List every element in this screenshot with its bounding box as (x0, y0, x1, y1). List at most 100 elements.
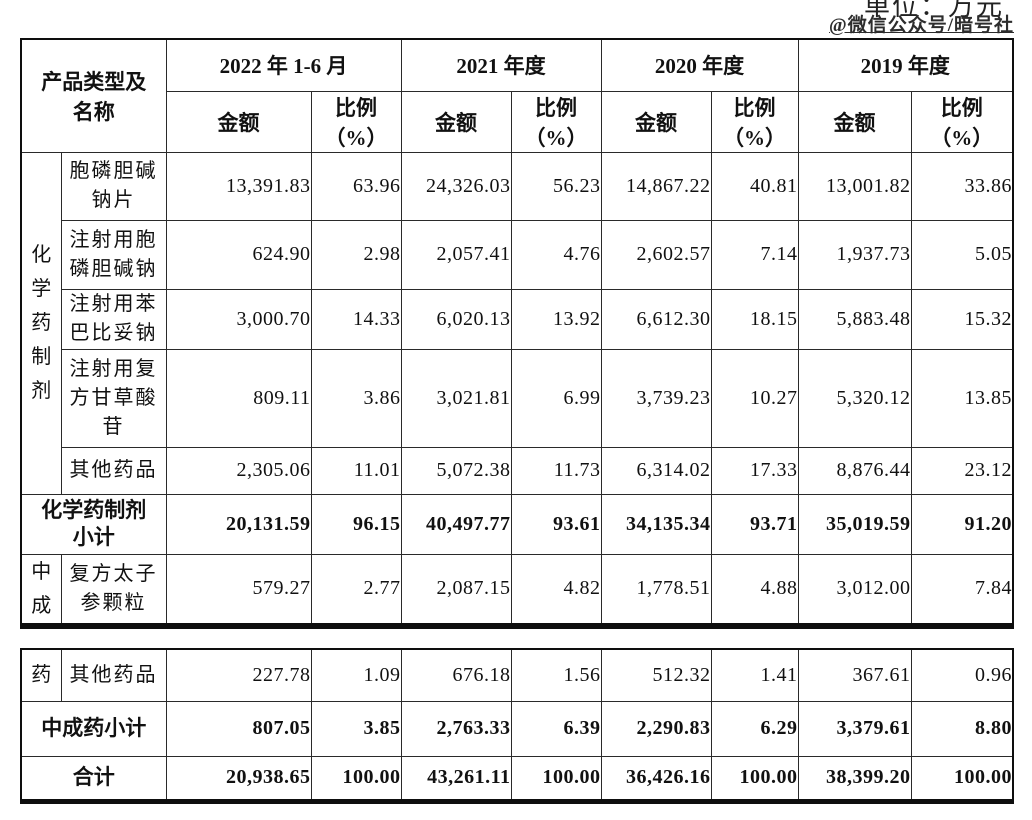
period-header-2022: 2022 年 1-6 月 (165, 38, 402, 92)
ratio-header: 比例 （%） (310, 90, 402, 153)
amount-cell: 807.05 (165, 700, 312, 757)
amount-cell: 6,020.13 (400, 288, 512, 350)
amount-cell: 3,012.00 (797, 553, 912, 626)
amount-cell: 43,261.11 (400, 755, 512, 802)
table-header-periods: 产品类型及 名称 2022 年 1-6 月 2021 年度 2020 年度 20… (20, 38, 1014, 153)
group-label-chemical: 化学药制剂 (20, 151, 62, 495)
ratio-cell: 15.32 (910, 288, 1014, 350)
group-label-text: 化学药制剂 (31, 244, 52, 402)
table-row: 其他药品 2,305.06 11.01 5,072.38 11.73 6,314… (21, 446, 1014, 495)
ratio-cell: 1.41 (710, 648, 799, 702)
ratio-cell: 13.85 (910, 348, 1014, 448)
group-label-tcm-lower: 药 (20, 648, 62, 702)
period-header-2020: 2020 年度 (600, 38, 799, 92)
amount-cell: 2,305.06 (165, 446, 312, 495)
table-row: 注射用胞磷胆碱钠 624.90 2.98 2,057.41 4.76 2,602… (21, 219, 1014, 290)
amount-cell: 512.32 (600, 648, 712, 702)
ratio-cell: 100.00 (310, 755, 402, 802)
ratio-cell: 4.88 (710, 553, 799, 626)
ratio-cell: 3.86 (310, 348, 402, 448)
amount-cell: 809.11 (165, 348, 312, 448)
amount-cell: 3,021.81 (400, 348, 512, 448)
amount-cell: 6,612.30 (600, 288, 712, 350)
ratio-cell: 4.82 (510, 553, 602, 626)
subtotal-label: 化学药制剂 小计 (20, 493, 167, 555)
product-name-cell: 注射用复方甘草酸苷 (60, 348, 167, 448)
amount-cell: 624.90 (165, 219, 312, 290)
amount-cell: 2,602.57 (600, 219, 712, 290)
ratio-cell: 40.81 (710, 151, 799, 221)
revenue-table-upper: 产品类型及 名称 2022 年 1-6 月 2021 年度 2020 年度 20… (20, 38, 1014, 629)
product-name-cell: 注射用苯巴比妥钠 (60, 288, 167, 350)
amount-cell: 8,876.44 (797, 446, 912, 495)
ratio-cell: 5.05 (910, 219, 1014, 290)
amount-cell: 2,057.41 (400, 219, 512, 290)
ratio-cell: 96.15 (310, 493, 402, 555)
group-label-text: 药 (31, 664, 52, 687)
ratio-cell: 100.00 (910, 755, 1014, 802)
ratio-cell: 1.09 (310, 648, 402, 702)
table-row: 药 其他药品 227.78 1.09 676.18 1.56 512.32 1.… (20, 648, 1014, 702)
amount-cell: 1,778.51 (600, 553, 712, 626)
ratio-cell: 93.71 (710, 493, 799, 555)
amount-cell: 5,883.48 (797, 288, 912, 350)
ratio-cell: 93.61 (510, 493, 602, 555)
subtotal-row-chemical: 化学药制剂 小计 20,131.59 96.15 40,497.77 93.61… (20, 493, 1014, 555)
ratio-cell: 13.92 (510, 288, 602, 350)
ratio-header: 比例 （%） (510, 90, 602, 153)
ratio-cell: 7.84 (910, 553, 1014, 626)
amount-cell: 13,391.83 (165, 151, 312, 221)
ratio-cell: 100.00 (710, 755, 799, 802)
total-label: 合计 (20, 755, 167, 802)
amount-cell: 24,326.03 (400, 151, 512, 221)
ratio-cell: 18.15 (710, 288, 799, 350)
ratio-cell: 3.85 (310, 700, 402, 757)
amount-header: 金额 (165, 90, 312, 153)
ratio-cell: 0.96 (910, 648, 1014, 702)
total-row: 合计 20,938.65 100.00 43,261.11 100.00 36,… (20, 755, 1014, 802)
ratio-cell: 6.29 (710, 700, 799, 757)
amount-cell: 5,072.38 (400, 446, 512, 495)
ratio-header: 比例 （%） (910, 90, 1014, 153)
ratio-cell: 23.12 (910, 446, 1014, 495)
product-type-header: 产品类型及 名称 (20, 38, 167, 153)
amount-cell: 20,938.65 (165, 755, 312, 802)
ratio-cell: 7.14 (710, 219, 799, 290)
product-name-cell: 复方太子参颗粒 (60, 553, 167, 626)
amount-cell: 3,000.70 (165, 288, 312, 350)
amount-cell: 34,135.34 (600, 493, 712, 555)
amount-cell: 3,739.23 (600, 348, 712, 448)
table-row: 注射用苯巴比妥钠 3,000.70 14.33 6,020.13 13.92 6… (21, 288, 1014, 350)
ratio-cell: 10.27 (710, 348, 799, 448)
amount-cell: 6,314.02 (600, 446, 712, 495)
watermark-text: @微信公众号/暗号社 (829, 15, 1014, 36)
product-name-cell: 注射用胞磷胆碱钠 (60, 219, 167, 290)
amount-cell: 367.61 (797, 648, 912, 702)
revenue-table-lower: 药 其他药品 227.78 1.09 676.18 1.56 512.32 1.… (20, 648, 1014, 804)
subtotal-label: 中成药小计 (20, 700, 167, 757)
unit-label: 单位：万元 (863, 0, 1004, 21)
table-row: 化学药制剂 胞磷胆碱钠片 13,391.83 63.96 24,326.03 5… (20, 151, 1014, 495)
product-name-cell: 其他药品 (60, 446, 167, 495)
table-row: 中成 复方太子参颗粒 579.27 2.77 2,087.15 4.82 1,7… (20, 553, 1014, 626)
product-name-cell: 胞磷胆碱钠片 (60, 151, 167, 221)
amount-cell: 3,379.61 (797, 700, 912, 757)
ratio-cell: 17.33 (710, 446, 799, 495)
amount-header: 金额 (797, 90, 912, 153)
amount-cell: 13,001.82 (797, 151, 912, 221)
amount-cell: 227.78 (165, 648, 312, 702)
table-header-measures: 金额 比例 （%） 金额 比例 （%） 金额 比例 （%） 金额 比例 （%） (21, 90, 1014, 153)
group-label-text: 中成 (31, 560, 52, 617)
ratio-cell: 91.20 (910, 493, 1014, 555)
ratio-cell: 6.39 (510, 700, 602, 757)
amount-cell: 14,867.22 (600, 151, 712, 221)
ratio-cell: 6.99 (510, 348, 602, 448)
amount-cell: 2,763.33 (400, 700, 512, 757)
amount-cell: 579.27 (165, 553, 312, 626)
ratio-cell: 2.98 (310, 219, 402, 290)
ratio-cell: 11.73 (510, 446, 602, 495)
ratio-cell: 11.01 (310, 446, 402, 495)
amount-header: 金额 (400, 90, 512, 153)
ratio-cell: 100.00 (510, 755, 602, 802)
